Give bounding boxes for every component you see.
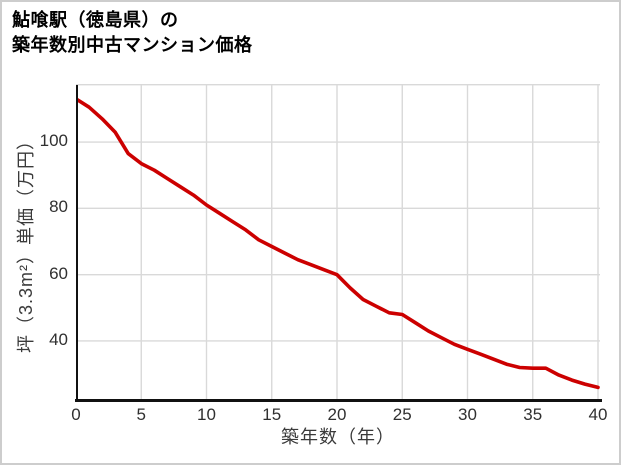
x-axis-label: 築年数（年） (281, 427, 395, 447)
chart-title-line-2: 築年数別中古マンション価格 (12, 34, 253, 55)
chart-title: 鮎喰駅（徳島県）の 築年数別中古マンション価格 (12, 8, 253, 58)
y-tick-label: 100 (39, 131, 68, 151)
x-tick-label: 40 (588, 405, 608, 424)
y-axis-line (76, 85, 78, 401)
chart-title-line-1: 鮎喰駅（徳島県）の (12, 10, 179, 30)
x-tick-label: 35 (523, 405, 543, 424)
price-line (76, 97, 600, 390)
x-tick-label: 15 (262, 405, 282, 424)
y-tick-label: 60 (49, 263, 68, 283)
x-tick-label: 30 (458, 405, 477, 424)
x-tick-label: 25 (392, 405, 412, 424)
price-chart (76, 84, 600, 401)
x-tick-label: 20 (327, 405, 347, 424)
y-axis-label: 坪（3.3m²）単価（万円） (16, 130, 36, 354)
x-tick-label: 10 (197, 405, 216, 424)
y-tick-label: 40 (49, 329, 68, 349)
x-axis-line (75, 399, 602, 402)
x-tick-label: 0 (71, 405, 81, 424)
plot-area (76, 84, 600, 401)
y-tick-label: 80 (49, 197, 68, 217)
x-tick-label: 5 (136, 405, 146, 424)
